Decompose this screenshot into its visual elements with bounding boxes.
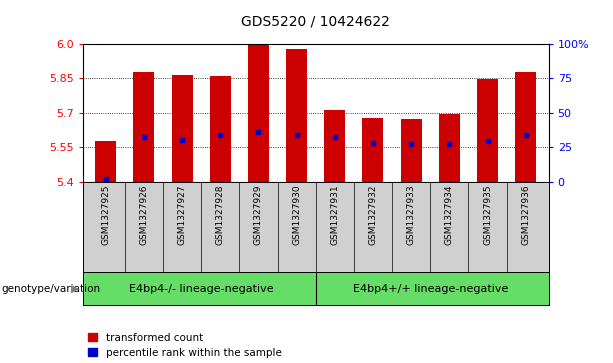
Text: GSM1327930: GSM1327930 <box>292 184 301 245</box>
Text: GSM1327929: GSM1327929 <box>254 184 263 245</box>
Bar <box>362 118 384 182</box>
Bar <box>401 119 422 182</box>
Text: ▶: ▶ <box>71 284 80 294</box>
Text: GSM1327931: GSM1327931 <box>330 184 339 245</box>
Text: genotype/variation: genotype/variation <box>1 284 101 294</box>
Text: GSM1327935: GSM1327935 <box>483 184 492 245</box>
Bar <box>210 76 230 182</box>
Bar <box>248 44 269 182</box>
Text: E4bp4+/+ lineage-negative: E4bp4+/+ lineage-negative <box>352 284 508 294</box>
Text: GSM1327933: GSM1327933 <box>406 184 416 245</box>
Legend: transformed count, percentile rank within the sample: transformed count, percentile rank withi… <box>88 333 281 358</box>
Text: GDS5220 / 10424622: GDS5220 / 10424622 <box>242 15 390 29</box>
Bar <box>95 141 116 182</box>
Text: GSM1327926: GSM1327926 <box>139 184 148 245</box>
Text: GSM1327928: GSM1327928 <box>216 184 225 245</box>
Text: GSM1327934: GSM1327934 <box>445 184 454 245</box>
Bar <box>172 74 192 182</box>
Bar <box>477 79 498 182</box>
Bar <box>515 72 536 182</box>
Bar <box>134 72 154 182</box>
Text: GSM1327927: GSM1327927 <box>178 184 186 245</box>
Text: GSM1327925: GSM1327925 <box>101 184 110 245</box>
Text: GSM1327936: GSM1327936 <box>521 184 530 245</box>
Text: E4bp4-/- lineage-negative: E4bp4-/- lineage-negative <box>129 284 273 294</box>
Bar <box>324 110 345 182</box>
Bar <box>439 114 460 182</box>
Text: GSM1327932: GSM1327932 <box>368 184 378 245</box>
Bar <box>286 49 307 182</box>
